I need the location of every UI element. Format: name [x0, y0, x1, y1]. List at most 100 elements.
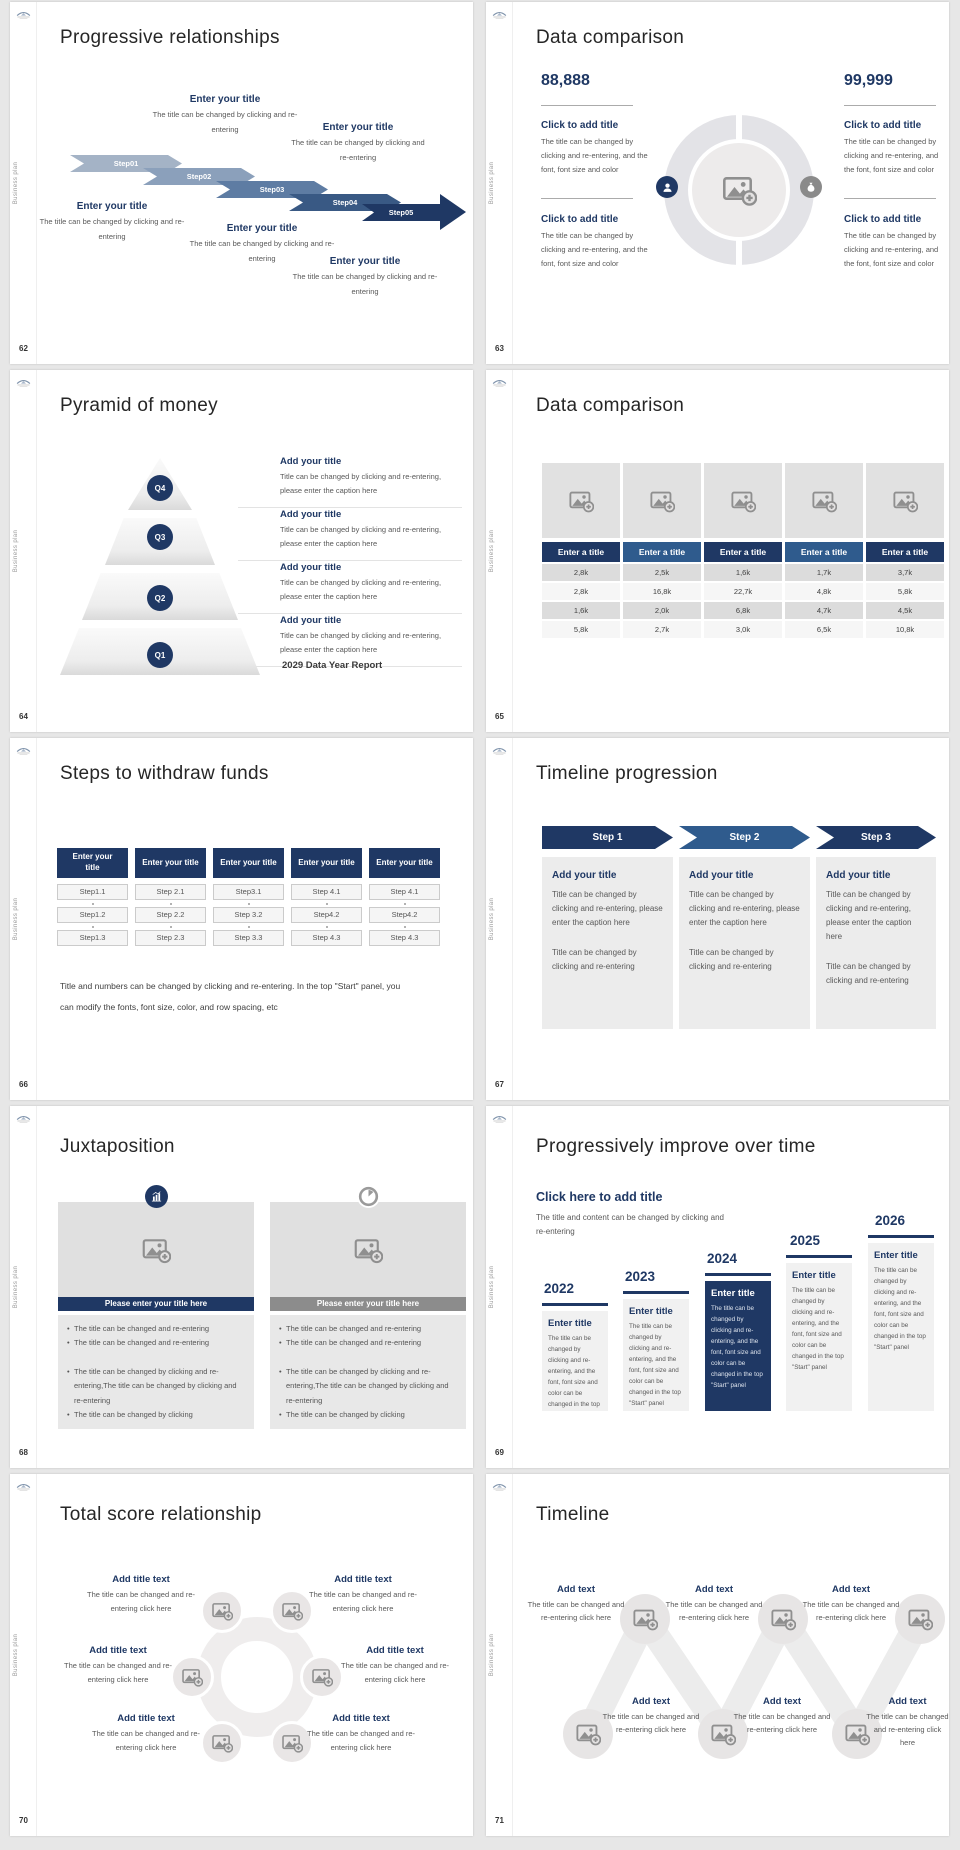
text-block: Add your title Title can be changed by c…	[280, 615, 462, 656]
image-placeholder-circle	[698, 1709, 748, 1759]
year-underline	[786, 1255, 852, 1258]
level-badge: Q2	[147, 585, 173, 611]
year-card: Enter title The title can be changed by …	[868, 1243, 934, 1411]
connector-dot	[404, 926, 406, 928]
step-label: Step02	[186, 172, 212, 181]
brand-vertical-label: Business plan	[13, 529, 19, 573]
company-logo-icon	[15, 1112, 32, 1125]
block-body: The title can be changed and re-entering…	[92, 1729, 200, 1752]
image-placeholder-icon	[575, 1721, 601, 1747]
slide-65[interactable]: Business plan Data comparison Enter a ti…	[486, 370, 949, 732]
block-title: Add your title	[280, 615, 342, 626]
text-block: Enter your title The title can be change…	[37, 201, 187, 244]
slide-70[interactable]: Business plan Total score relationship A…	[10, 1474, 473, 1836]
connector-dot	[248, 926, 250, 928]
year-underline	[868, 1235, 934, 1238]
brand-vertical-label: Business plan	[13, 897, 19, 941]
step-chevron-3: Step03	[216, 181, 328, 198]
block-title: Add text	[888, 1696, 927, 1707]
bullet-box: The title can be changed by clicking and…	[58, 1358, 254, 1429]
image-placeholder-icon	[721, 172, 757, 208]
block-title: Add title text	[89, 1645, 147, 1656]
text-block: Enter your title The title can be change…	[187, 223, 337, 266]
company-logo-icon	[491, 744, 508, 757]
step-chevron-1: Step01	[70, 155, 182, 172]
text-block: Add text The title can be changed and re…	[732, 1696, 832, 1736]
table-cell: 10,8k	[866, 621, 944, 638]
step-cell: Step 4.1	[291, 884, 362, 900]
text-block: Enter your title The title can be change…	[288, 122, 428, 165]
year-underline	[542, 1303, 608, 1306]
table-cell: 3,0k	[704, 621, 782, 638]
person-badge	[656, 176, 678, 198]
company-logo-icon	[15, 376, 32, 389]
image-placeholder-icon	[353, 1235, 383, 1265]
block-title: Add text	[632, 1696, 670, 1707]
block-title: Enter your title	[226, 223, 298, 234]
slide-title: Steps to withdraw funds	[60, 763, 269, 784]
bullet-item: The title can be changed and re-entering	[278, 1322, 458, 1337]
block-title: Click to add title	[844, 120, 922, 131]
bullet-item: The title can be changed by clicking and…	[278, 1365, 458, 1408]
slide-title: Data comparison	[536, 27, 685, 48]
slide-67[interactable]: Business plan Timeline progression Step …	[486, 738, 949, 1100]
step-chevron-1: Step 1	[542, 826, 673, 849]
slide-71[interactable]: Business plan Timeline Add text The titl…	[486, 1474, 949, 1836]
column-header: Enter your title	[213, 848, 284, 878]
step-cell: Step1.1	[57, 884, 128, 900]
slide-64[interactable]: Business plan Pyramid of money Q4 Q3 Q2 …	[10, 370, 473, 732]
image-placeholder-circle	[832, 1709, 882, 1759]
entry-title: Enter title	[874, 1250, 918, 1261]
image-placeholder-circle	[200, 1721, 244, 1765]
slide-62[interactable]: Business plan Progressive relationships …	[10, 2, 473, 364]
block-title: Click to add title	[541, 120, 619, 131]
step-cell: Step 2.3	[135, 930, 206, 946]
sidebar-divider	[512, 370, 513, 732]
step-cell: Step 3.2	[213, 907, 284, 923]
image-placeholder-icon	[568, 488, 594, 514]
step-card: Add your title Title can be changed by c…	[679, 857, 810, 1029]
table-header: Enter a title	[704, 542, 782, 562]
slide-title: Data comparison	[536, 395, 685, 416]
slide-69[interactable]: Business plan Progressively improve over…	[486, 1106, 949, 1468]
block-title: Click to add title	[541, 214, 619, 225]
column-header: Enter your title	[57, 848, 128, 878]
block-body: The title can be changed by clicking and…	[291, 138, 425, 162]
block-title: Enter your title	[76, 201, 148, 212]
step-label: Step03	[259, 185, 285, 194]
table-cell: 2,0k	[623, 602, 701, 619]
block-body: The title can be changed and re-entering…	[602, 1712, 700, 1735]
slide-63[interactable]: Business plan Data comparison 88,888 Cli…	[486, 2, 949, 364]
bar-chart-icon	[150, 1190, 163, 1203]
page-number: 71	[495, 1816, 504, 1825]
image-placeholder-circle	[620, 1594, 670, 1644]
image-placeholder-tile	[704, 463, 782, 538]
sidebar-divider	[36, 2, 37, 364]
block-body: The title can be changed by clicking and…	[844, 137, 939, 174]
sidebar-divider	[512, 738, 513, 1100]
table-cell: 1,7k	[785, 564, 863, 581]
block-title: Add text	[763, 1696, 801, 1707]
brand-vertical-label: Business plan	[13, 161, 19, 205]
table-cell: 5,8k	[866, 583, 944, 600]
image-placeholder-tile	[623, 463, 701, 538]
table-cell: 2,8k	[542, 564, 620, 581]
slide-66[interactable]: Business plan Steps to withdraw funds En…	[10, 738, 473, 1100]
entry-title: Enter title	[629, 1306, 673, 1317]
text-block: Add text The title can be changed and re…	[664, 1584, 764, 1624]
card-title: Add your title	[826, 870, 891, 881]
slide-68[interactable]: Business plan Juxtaposition Please enter…	[10, 1106, 473, 1468]
divider	[541, 198, 633, 199]
text-block: Add title text The title can be changed …	[296, 1713, 426, 1754]
block-body: The title can be changed and re-entering…	[307, 1729, 415, 1752]
step-card: Add your title Title can be changed by c…	[816, 857, 936, 1029]
image-placeholder-circle	[200, 1589, 244, 1633]
image-placeholder-icon	[211, 1732, 233, 1754]
bullet-box: The title can be changed by clicking and…	[270, 1358, 466, 1429]
block-title: Add your title	[280, 456, 342, 467]
block-title: Add title text	[117, 1713, 175, 1724]
table-cell: 1,6k	[704, 564, 782, 581]
year-card: Enter title The title can be changed by …	[542, 1311, 608, 1411]
page-number: 62	[19, 344, 28, 353]
